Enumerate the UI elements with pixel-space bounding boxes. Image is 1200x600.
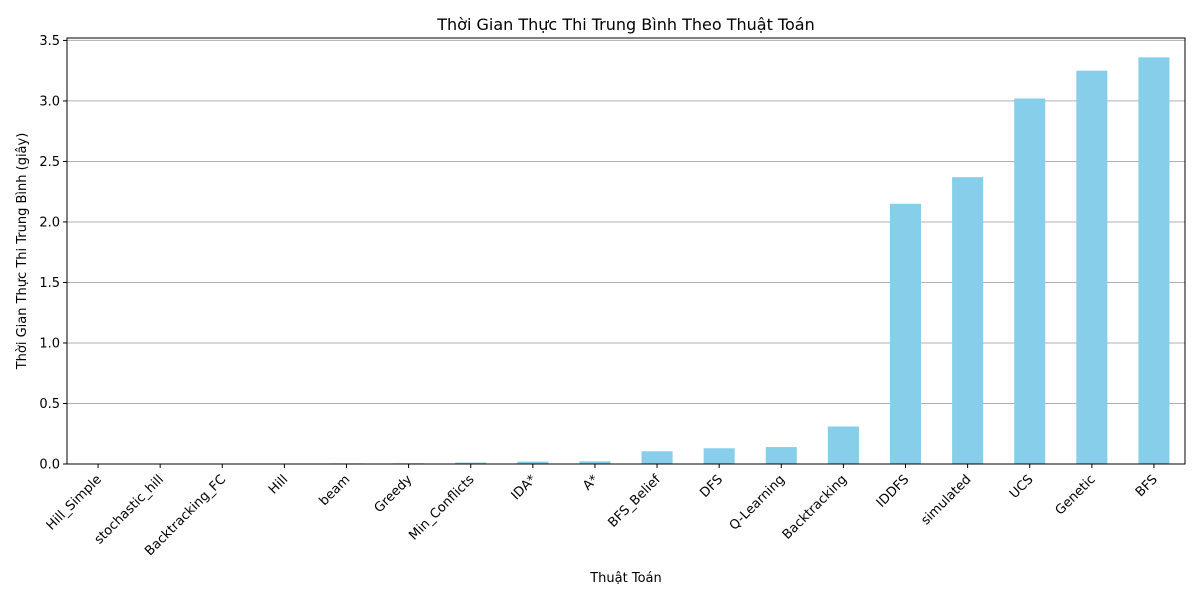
y-tick-label: 2.5	[39, 155, 60, 170]
bar-iddfs	[889, 203, 922, 464]
bar-bfs-belief	[641, 451, 673, 464]
x-tick-label: BFS	[1133, 472, 1161, 500]
y-tick-label: 3.0	[39, 94, 60, 109]
x-tick-label: Genetic	[1053, 472, 1099, 518]
x-axis-label: Thuật Toán	[589, 571, 662, 586]
bar-a-	[579, 461, 611, 464]
bar-dfs	[703, 448, 735, 464]
plot-frame	[66, 37, 1186, 465]
x-tick-label: A*	[580, 472, 602, 494]
x-tick-label: IDA*	[509, 472, 540, 503]
chart-title: Thời Gian Thực Thi Trung Bình Theo Thuật…	[436, 15, 814, 34]
y-tick-label: 3.5	[39, 34, 60, 49]
x-tick-label: UCS	[1007, 472, 1037, 502]
y-tick-label: 2.0	[39, 215, 60, 230]
x-tick-label: DFS	[697, 472, 726, 501]
y-tick-label: 0.0	[39, 458, 60, 473]
x-tick-label: beam	[317, 472, 354, 509]
bar-bfs	[1138, 57, 1170, 464]
y-tick-label: 0.5	[39, 397, 60, 412]
bar-backtracking	[827, 426, 859, 464]
bar-genetic	[1076, 70, 1108, 464]
bar-min-conflicts	[455, 462, 487, 464]
bar-ida-	[517, 461, 549, 464]
y-tick-label: 1.0	[39, 336, 60, 351]
x-tick-label: simulated	[918, 472, 974, 528]
bar-q-learning	[765, 447, 797, 464]
y-tick-label: 1.5	[39, 276, 60, 291]
x-tick-label: BFS_Belief	[605, 472, 664, 531]
y-axis-label: Thời Gian Thực Thi Trung Bình (giây)	[15, 133, 30, 371]
bar-simulated	[952, 177, 984, 464]
x-tick-label: Backtracking	[780, 472, 851, 543]
x-tick-label: Min_Conflicts	[406, 472, 477, 543]
bar-ucs	[1014, 98, 1046, 465]
x-tick-label: Hill	[266, 472, 291, 497]
x-tick-label: Hill_Simple	[44, 472, 105, 533]
x-tick-label: Greedy	[372, 472, 416, 516]
x-tick-label: IDDFS	[874, 472, 912, 510]
x-tick-label: Q-Learning	[727, 472, 788, 533]
